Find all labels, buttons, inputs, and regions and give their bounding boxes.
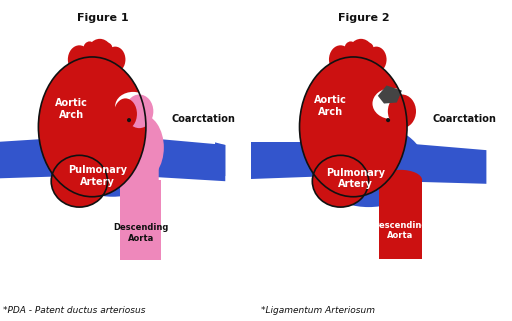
Text: Aortic
Arch: Aortic Arch xyxy=(55,98,88,119)
Polygon shape xyxy=(0,137,72,178)
Ellipse shape xyxy=(118,114,164,181)
Ellipse shape xyxy=(366,47,387,73)
Ellipse shape xyxy=(51,155,108,207)
Ellipse shape xyxy=(379,170,422,191)
Ellipse shape xyxy=(364,43,374,56)
Polygon shape xyxy=(394,143,486,184)
Text: Descending
Aorta: Descending Aorta xyxy=(373,221,428,240)
Ellipse shape xyxy=(86,39,114,75)
Ellipse shape xyxy=(312,124,425,207)
Ellipse shape xyxy=(386,118,390,122)
Ellipse shape xyxy=(105,47,125,73)
Text: Coarctation: Coarctation xyxy=(433,114,497,124)
Polygon shape xyxy=(138,137,225,181)
Ellipse shape xyxy=(345,41,357,57)
Ellipse shape xyxy=(347,39,375,75)
Ellipse shape xyxy=(125,94,154,128)
Text: Pulmonary
Artery: Pulmonary Artery xyxy=(326,168,386,189)
Text: Figure 1: Figure 1 xyxy=(77,13,128,23)
Ellipse shape xyxy=(115,92,151,120)
Polygon shape xyxy=(123,163,159,259)
Text: Figure 2: Figure 2 xyxy=(338,13,389,23)
Text: *PDA - Patent ductus arteriosus: *PDA - Patent ductus arteriosus xyxy=(3,306,145,315)
Ellipse shape xyxy=(329,45,352,74)
Ellipse shape xyxy=(312,155,369,207)
Ellipse shape xyxy=(38,57,146,197)
Ellipse shape xyxy=(373,88,411,119)
Bar xyxy=(120,180,161,260)
Ellipse shape xyxy=(68,45,91,74)
Ellipse shape xyxy=(300,57,407,197)
Polygon shape xyxy=(215,143,225,178)
Text: Coarctation: Coarctation xyxy=(172,114,236,124)
Ellipse shape xyxy=(114,98,137,129)
Text: *Ligamentum Arteriosum: *Ligamentum Arteriosum xyxy=(261,306,375,315)
Polygon shape xyxy=(378,85,402,104)
Polygon shape xyxy=(251,143,333,178)
Ellipse shape xyxy=(388,94,416,128)
Text: Pulmonary
Artery: Pulmonary Artery xyxy=(68,165,127,187)
Ellipse shape xyxy=(83,41,96,57)
Ellipse shape xyxy=(61,119,164,197)
Text: Aortic
Arch: Aortic Arch xyxy=(314,95,347,117)
Ellipse shape xyxy=(102,43,113,56)
Text: Descending
Aorta: Descending Aorta xyxy=(113,223,168,243)
Ellipse shape xyxy=(127,118,131,122)
Bar xyxy=(379,178,422,259)
